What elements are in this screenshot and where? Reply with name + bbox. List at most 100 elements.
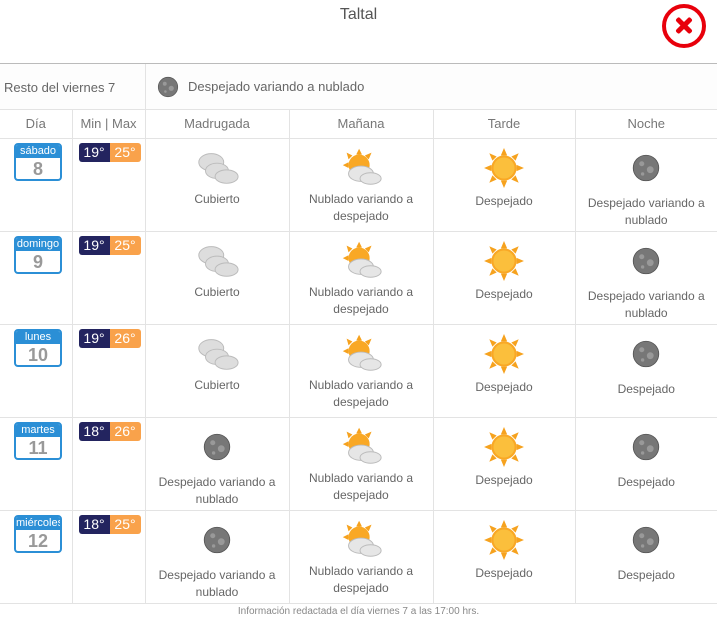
max-temp: 25°	[109, 235, 141, 255]
close-button[interactable]	[662, 4, 706, 48]
period-forecast: Despejado variando a nublado	[158, 567, 276, 599]
period-cell: Despejado	[575, 417, 717, 511]
day-cell: martes 11	[0, 417, 73, 511]
min-temp: 18°	[78, 514, 110, 534]
forecast-row: martes 11 18° 26° Despejado variando a nubla…	[0, 417, 717, 511]
sun-icon	[483, 240, 525, 282]
sun-icon	[483, 333, 525, 375]
period-cell: Despejado variando a nublado	[145, 417, 290, 511]
moon-icon	[629, 244, 663, 278]
weekday: sábado	[16, 144, 60, 158]
temps-cell: 19° 25°	[72, 138, 146, 232]
temps-cell: 18° 25°	[72, 510, 146, 604]
period-forecast: Despejado	[617, 381, 675, 396]
partly-cloudy-icon	[338, 147, 384, 187]
cloudy-icon	[194, 240, 240, 280]
moon-icon	[629, 151, 663, 185]
period-forecast: Despejado variando a nublado	[158, 474, 276, 506]
period-cell: Despejado	[433, 324, 576, 418]
temps-cell: 19° 25°	[72, 231, 146, 325]
temps-cell: 19° 26°	[72, 324, 146, 418]
min-temp: 19°	[78, 235, 110, 255]
period-forecast: Despejado variando a nublado	[587, 288, 705, 320]
header-noche: Noche	[575, 110, 717, 139]
partly-cloudy-icon	[338, 240, 384, 280]
forecast-row: domingo 9 19° 25° Cubierto Nublado variando a…	[0, 231, 717, 325]
footer-note: Información redactada el día viernes 7 a…	[237, 606, 480, 617]
period-forecast: Despejado	[475, 472, 533, 487]
cloudy-icon	[194, 333, 240, 373]
day-cell: lunes 10	[0, 324, 73, 418]
period-forecast: Despejado variando a nublado	[587, 195, 705, 227]
period-cell: Nublado variando a despejado	[289, 510, 434, 604]
weekday: lunes	[16, 330, 60, 344]
period-forecast: Despejado	[475, 379, 533, 394]
period-forecast: Cubierto	[194, 377, 240, 392]
calendar-icon: martes 11	[14, 421, 62, 460]
weekday: miércoles	[16, 516, 62, 530]
forecast-row: lunes 10 19° 26° Cubierto Nublado variando a …	[0, 324, 717, 418]
sun-icon	[483, 426, 525, 468]
period-cell: Despejado	[433, 231, 576, 325]
forecast-row: sábado 8 19° 25° Cubierto Nublado variando a …	[0, 138, 717, 232]
weekday: martes	[16, 423, 60, 437]
period-cell: Nublado variando a despejado	[289, 417, 434, 511]
header-manana: Mañana	[289, 110, 434, 139]
calendar-icon: lunes 10	[14, 328, 62, 367]
date: 9	[32, 251, 43, 272]
sun-icon	[483, 147, 525, 189]
moon-icon	[629, 523, 663, 557]
period-cell: Nublado variando a despejado	[289, 231, 434, 325]
max-temp: 26°	[109, 328, 141, 348]
moon-icon	[629, 337, 663, 371]
calendar-icon: sábado 8	[14, 142, 62, 181]
max-temp: 26°	[109, 421, 141, 441]
period-forecast: Despejado	[475, 286, 533, 301]
date: 11	[28, 437, 48, 458]
period-cell: Nublado variando a despejado	[289, 324, 434, 418]
period-forecast: Cubierto	[194, 284, 240, 299]
period-cell: Despejado	[433, 138, 576, 232]
forecast-table: Día Min | Max Madrugada Mañana Tarde Noc…	[0, 110, 717, 604]
period-cell: Despejado variando a nublado	[575, 138, 717, 232]
forecast-row: miércoles 12 18° 25° Despejado variando a nu…	[0, 510, 717, 604]
period-cell: Despejado	[433, 417, 576, 511]
period-cell: Despejado	[575, 324, 717, 418]
temps-cell: 18° 26°	[72, 417, 146, 511]
period-forecast: Nublado variando a despejado	[308, 377, 414, 409]
min-temp: 18°	[78, 421, 110, 441]
min-temp: 19°	[78, 328, 110, 348]
partly-cloudy-icon	[338, 426, 384, 466]
moon-icon	[155, 74, 181, 100]
rest-of-day-label: Resto del viernes 7	[4, 80, 116, 95]
date: 10	[27, 344, 49, 365]
moon-icon	[200, 430, 234, 464]
partly-cloudy-icon	[338, 519, 384, 559]
max-temp: 25°	[109, 514, 141, 534]
period-cell: Cubierto	[145, 324, 290, 418]
calendar-icon: domingo 9	[14, 235, 62, 274]
period-forecast: Nublado variando a despejado	[308, 284, 414, 316]
calendar-icon: miércoles 12	[14, 514, 62, 553]
day-cell: sábado 8	[0, 138, 73, 232]
period-forecast: Despejado	[617, 567, 675, 582]
period-cell: Despejado	[433, 510, 576, 604]
location-title: Taltal	[339, 6, 378, 23]
date: 12	[27, 530, 49, 551]
min-temp: 19°	[78, 142, 110, 162]
period-forecast: Nublado variando a despejado	[308, 563, 414, 595]
rest-of-day-row: Resto del viernes 7 Despejado variando a…	[0, 63, 717, 110]
period-cell: Cubierto	[145, 231, 290, 325]
period-cell: Cubierto	[145, 138, 290, 232]
rest-of-day-forecast: Despejado variando a nublado	[188, 79, 365, 94]
period-cell: Despejado variando a nublado	[145, 510, 290, 604]
header-day: Día	[0, 110, 73, 139]
period-forecast: Despejado	[617, 474, 675, 489]
period-forecast: Cubierto	[194, 191, 240, 206]
period-cell: Despejado	[575, 510, 717, 604]
day-cell: domingo 9	[0, 231, 73, 325]
period-forecast: Nublado variando a despejado	[308, 470, 414, 502]
sun-icon	[483, 519, 525, 561]
period-cell: Despejado variando a nublado	[575, 231, 717, 325]
partly-cloudy-icon	[338, 333, 384, 373]
